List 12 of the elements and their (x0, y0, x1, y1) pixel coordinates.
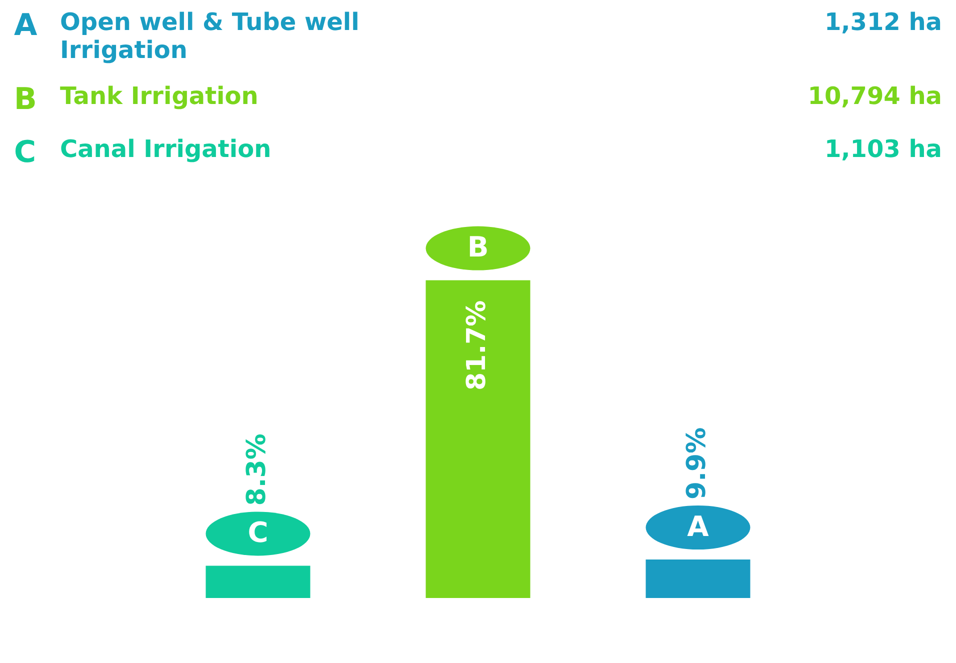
text: Tank Irrigation (60, 82, 260, 110)
text: 1,312 ha (824, 8, 942, 36)
data-label: 9.9% (682, 427, 712, 500)
category-label: C (14, 135, 36, 170)
text: Canal Irrigation (60, 135, 272, 163)
text: 1,103 ha (824, 135, 942, 163)
category-label: B (14, 82, 37, 117)
text: Open well & Tube well Irrigation (60, 8, 360, 64)
text: 10,794 ha (808, 82, 942, 110)
category-label: A (14, 8, 38, 43)
data-label: 81.7% (462, 300, 492, 390)
data-label: 8.3% (242, 434, 272, 506)
